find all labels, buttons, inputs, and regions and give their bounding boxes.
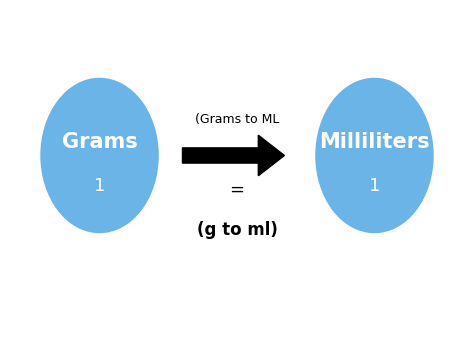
Text: 1: 1 [94,177,105,195]
Text: (Grams to ML: (Grams to ML [195,114,279,126]
Text: Grams: Grams [62,132,137,152]
Text: Milliliters: Milliliters [319,132,430,152]
Ellipse shape [40,78,159,233]
Text: =: = [229,180,245,198]
Text: (g to ml): (g to ml) [197,221,277,239]
Text: 1: 1 [369,177,380,195]
FancyArrow shape [182,135,284,176]
Ellipse shape [315,78,434,233]
